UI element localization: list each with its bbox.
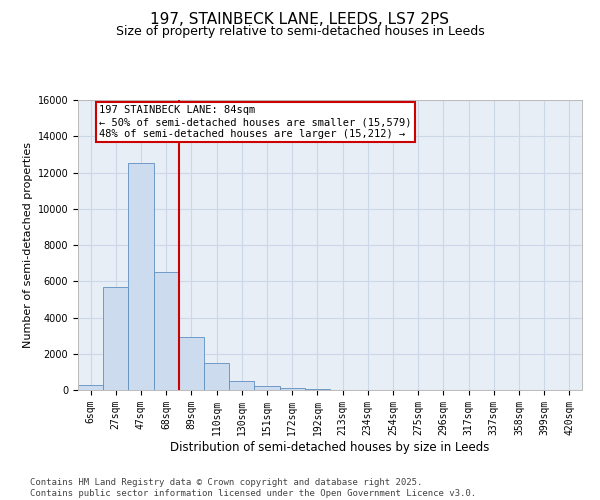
Bar [305, 389, 330, 390]
Bar [179, 338, 204, 390]
Bar [280, 388, 305, 390]
Text: Size of property relative to semi-detached houses in Leeds: Size of property relative to semi-detach… [116, 25, 484, 38]
Text: 197, STAINBECK LANE, LEEDS, LS7 2PS: 197, STAINBECK LANE, LEEDS, LS7 2PS [151, 12, 449, 28]
X-axis label: Distribution of semi-detached houses by size in Leeds: Distribution of semi-detached houses by … [170, 440, 490, 454]
Bar [103, 286, 128, 390]
Bar [128, 164, 154, 390]
Bar [229, 381, 254, 390]
Text: Contains HM Land Registry data © Crown copyright and database right 2025.
Contai: Contains HM Land Registry data © Crown c… [30, 478, 476, 498]
Bar [204, 363, 229, 390]
Bar [154, 272, 179, 390]
Y-axis label: Number of semi-detached properties: Number of semi-detached properties [23, 142, 34, 348]
Text: 197 STAINBECK LANE: 84sqm
← 50% of semi-detached houses are smaller (15,579)
48%: 197 STAINBECK LANE: 84sqm ← 50% of semi-… [100, 106, 412, 138]
Bar [78, 384, 103, 390]
Bar [254, 386, 280, 390]
